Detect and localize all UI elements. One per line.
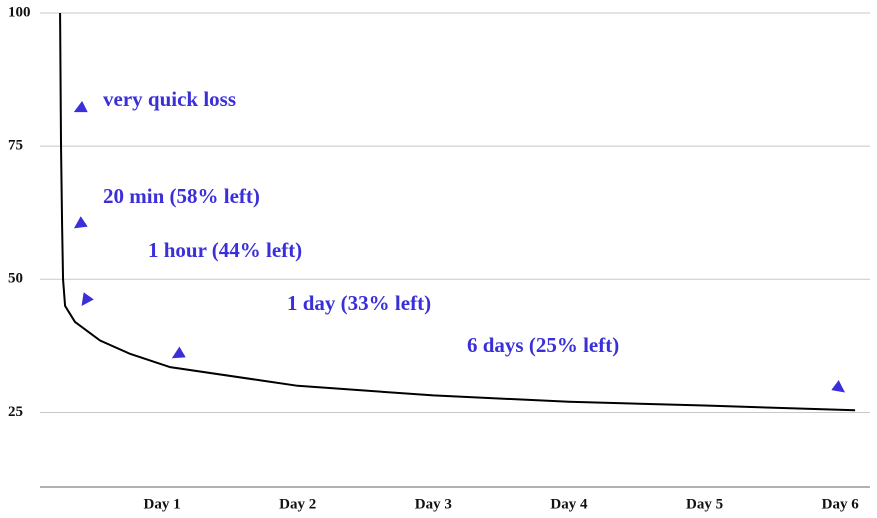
x-tick-label: Day 1 (144, 496, 181, 512)
arrow (73, 100, 88, 113)
y-tick-label: 75 (8, 138, 23, 154)
annotation: 1 day (33% left) (287, 291, 431, 315)
annotation: 1 hour (44% left) (148, 238, 302, 262)
arrow (81, 292, 94, 307)
annotation: very quick loss (103, 87, 236, 111)
x-tick-label: Day 2 (279, 496, 316, 512)
line (59, 12, 856, 412)
y-tick-label: 50 (8, 271, 23, 287)
arrow (171, 346, 186, 359)
x-tick-label: Day 3 (415, 496, 452, 512)
x-tick-label: Day 4 (550, 496, 588, 512)
y-tick-label: 25 (8, 404, 23, 420)
x-tick-label: Day 5 (686, 496, 723, 512)
annotation: 6 days (25% left) (467, 333, 619, 357)
x-tick-label: Day 6 (822, 496, 860, 512)
annotation: 20 min (58% left) (103, 184, 260, 208)
arrow (831, 380, 846, 393)
y-tick-label: 100 (8, 4, 31, 20)
arrow (73, 216, 88, 229)
